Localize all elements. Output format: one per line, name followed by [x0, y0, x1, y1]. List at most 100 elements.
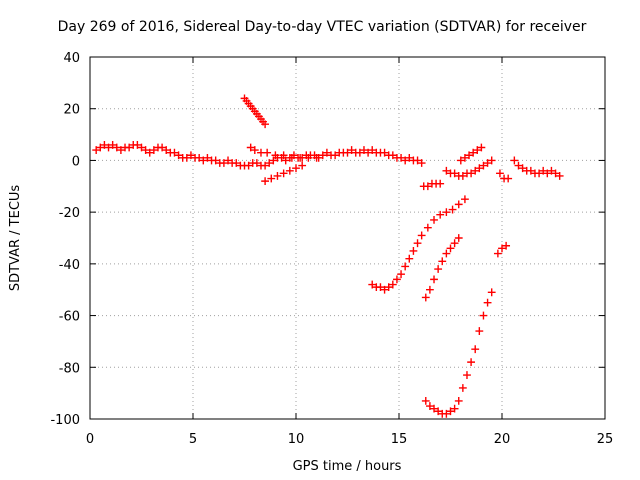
data-point	[384, 283, 393, 292]
y-tick-label: 0	[72, 154, 80, 169]
data-point	[401, 262, 410, 271]
data-point	[510, 156, 519, 165]
y-tick-label: -100	[50, 413, 80, 428]
data-point	[405, 153, 414, 162]
data-point	[318, 151, 327, 160]
data-point	[380, 285, 389, 294]
data-point	[473, 146, 482, 154]
x-tick-label: 5	[189, 432, 197, 447]
data-point	[199, 156, 208, 165]
data-point	[368, 146, 377, 154]
data-point	[463, 371, 471, 379]
data-point	[498, 244, 506, 253]
data-point	[450, 239, 459, 248]
data-point	[397, 270, 405, 279]
data-point	[162, 146, 171, 154]
x-tick-label: 25	[597, 432, 614, 447]
data-point	[388, 151, 397, 160]
data-point	[467, 358, 475, 367]
data-point	[518, 164, 527, 173]
data-series	[261, 161, 307, 186]
data-point	[261, 161, 269, 170]
data-point	[285, 166, 294, 175]
data-point	[535, 169, 543, 178]
data-point	[298, 161, 307, 170]
data-point	[514, 161, 523, 170]
data-points	[92, 94, 564, 418]
data-point	[421, 397, 430, 405]
data-point	[312, 153, 321, 162]
data-point	[117, 146, 125, 154]
data-point	[269, 156, 278, 165]
data-series	[456, 143, 486, 165]
x-tick-label: 10	[288, 432, 305, 447]
data-point	[174, 151, 183, 160]
data-point	[170, 148, 179, 157]
data-point	[477, 143, 486, 152]
data-point	[454, 200, 463, 209]
data-point	[401, 156, 410, 165]
data-point	[261, 120, 269, 129]
y-tick-label: -40	[59, 258, 80, 273]
grid	[90, 57, 605, 419]
data-point	[423, 223, 432, 232]
y-tick-label: -20	[59, 206, 80, 221]
data-point	[360, 146, 368, 154]
data-point	[442, 166, 451, 175]
data-point	[413, 239, 422, 248]
data-point	[446, 407, 455, 416]
data-point	[475, 327, 484, 335]
data-point	[555, 172, 564, 180]
data-point	[442, 409, 451, 418]
data-point	[465, 151, 473, 160]
data-point	[195, 153, 204, 162]
data-point	[281, 156, 290, 165]
data-point	[355, 148, 364, 157]
data-point	[133, 141, 142, 149]
data-point	[296, 153, 305, 162]
data-point	[261, 177, 269, 186]
data-point	[471, 166, 480, 175]
data-point	[456, 156, 465, 165]
data-point	[454, 397, 463, 405]
data-point	[434, 265, 443, 273]
axis-ticks: -100 -80 -60 -40 -20 0 20 40 0 5 10 15 20 25	[50, 51, 613, 447]
data-point	[100, 141, 109, 149]
data-point	[430, 404, 438, 413]
data-series	[496, 169, 513, 183]
data-point	[438, 257, 447, 266]
data-point	[461, 195, 469, 204]
data-point	[417, 159, 426, 167]
data-point	[421, 293, 430, 302]
data-point	[232, 159, 241, 167]
data-point	[271, 151, 280, 160]
data-point	[137, 143, 146, 152]
data-series	[419, 179, 445, 191]
y-tick-label: -80	[59, 361, 80, 376]
x-tick-label: 0	[86, 432, 94, 447]
data-point	[347, 146, 356, 154]
data-series	[92, 141, 426, 170]
data-point	[442, 208, 451, 217]
data-point	[458, 384, 467, 392]
data-point	[436, 210, 445, 219]
data-point	[380, 148, 389, 157]
data-point	[125, 143, 134, 152]
data-point	[279, 151, 288, 160]
data-point	[388, 280, 397, 289]
data-point	[496, 169, 504, 178]
data-point	[323, 148, 331, 157]
data-point	[158, 143, 166, 152]
data-point	[304, 153, 313, 162]
x-tick-label: 20	[494, 432, 511, 447]
data-point	[436, 179, 445, 188]
data-point	[547, 166, 556, 175]
data-point	[211, 156, 220, 165]
data-point	[483, 159, 492, 167]
data-point	[417, 231, 426, 240]
data-point	[393, 275, 401, 284]
y-tick-label: -60	[59, 310, 80, 325]
data-point	[250, 146, 259, 154]
x-axis-label: GPS time / hours	[293, 459, 402, 474]
